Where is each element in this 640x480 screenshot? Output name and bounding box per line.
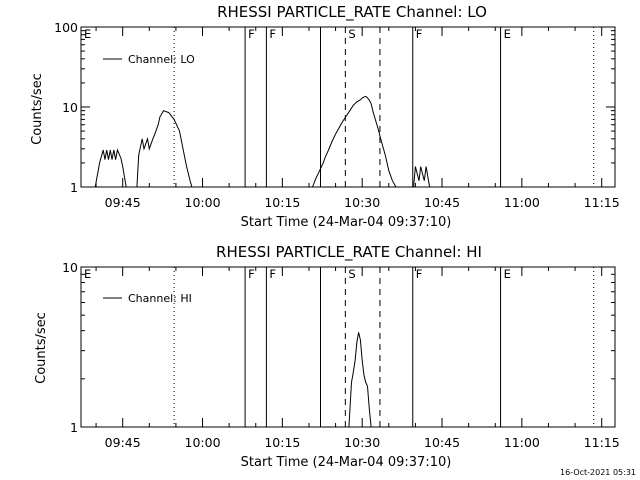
hi-panel-y-tick-label: 10	[62, 260, 78, 275]
hi-panel-x-tick-label: 11:15	[584, 435, 620, 450]
hi-panel-event-marker: F	[416, 267, 423, 281]
hi-panel-x-tick-label: 09:45	[105, 435, 141, 450]
lo-panel-series-line	[94, 95, 431, 188]
hi-panel-event-marker: E	[84, 267, 91, 281]
hi-panel-y-axis-label: Counts/sec	[34, 312, 49, 384]
hi-panel-event-marker: E	[504, 267, 511, 281]
lo-panel-x-tick-label: 10:45	[424, 195, 460, 210]
lo-panel-legend-label: Channel: LO	[128, 53, 195, 66]
lo-panel-title: RHESSI PARTICLE_RATE Channel: LO	[217, 3, 487, 22]
hi-panel-x-tick-label: 10:15	[264, 435, 300, 450]
hi-panel-plot-area: 1 10 09:45 10:00 10:15 10:30 10:45 11:00 11:15 E F…	[62, 260, 620, 450]
lo-panel-plot-area: 1 10 100 09:45 10:00 10:15 10:30 10:45 11:00 11:1…	[54, 20, 620, 210]
hi-panel-x-tick-label: 10:45	[424, 435, 460, 450]
lo-panel-y-tick-label: 1	[70, 180, 78, 195]
lo-panel-event-marker: S	[348, 27, 355, 41]
lo-panel-x-tick-label: 10:00	[185, 195, 221, 210]
lo-panel-event-marker: F	[416, 27, 423, 41]
hi-panel-x-axis-label: Start Time (24-Mar-04 09:37:10)	[241, 455, 452, 470]
lo-panel-x-tick-label: 10:30	[344, 195, 380, 210]
hi-panel: RHESSI PARTICLE_RATE Channel: HI Counts/…	[34, 243, 620, 470]
lo-panel-x-tick-label: 11:00	[504, 195, 540, 210]
lo-panel-y-tick-label: 100	[54, 20, 78, 35]
hi-panel-legend-label: Channel: HI	[128, 292, 192, 305]
lo-panel-x-tick-label: 11:15	[584, 195, 620, 210]
hi-panel-x-tick-label: 11:00	[504, 435, 540, 450]
hi-panel-event-marker: S	[348, 267, 355, 281]
lo-panel-x-tick-label: 09:45	[105, 195, 141, 210]
hi-panel-x-tick-label: 10:30	[344, 435, 380, 450]
lo-panel-y-axis-label: Counts/sec	[30, 73, 45, 145]
hi-panel-title: RHESSI PARTICLE_RATE Channel: HI	[216, 243, 482, 262]
lo-panel-event-marker: E	[84, 27, 91, 41]
hi-panel-series-line	[348, 332, 372, 428]
lo-panel-event-marker: F	[248, 27, 255, 41]
lo-panel-x-tick-label: 10:15	[264, 195, 300, 210]
hi-panel-event-marker: F	[269, 267, 276, 281]
hi-panel-plot-frame	[80, 266, 616, 428]
hi-panel-x-tick-label: 10:00	[185, 435, 221, 450]
lo-panel-event-marker: F	[269, 27, 276, 41]
lo-panel-event-marker: E	[504, 27, 511, 41]
hi-panel-y-tick-label: 1	[70, 420, 78, 435]
hi-panel-event-marker: F	[248, 267, 255, 281]
generated-timestamp: 16-Oct-2021 05:31	[560, 468, 636, 477]
lo-panel-y-tick-label: 10	[62, 100, 78, 115]
lo-panel-x-axis-label: Start Time (24-Mar-04 09:37:10)	[241, 215, 452, 230]
lo-panel: RHESSI PARTICLE_RATE Channel: LO Counts/…	[30, 3, 620, 230]
